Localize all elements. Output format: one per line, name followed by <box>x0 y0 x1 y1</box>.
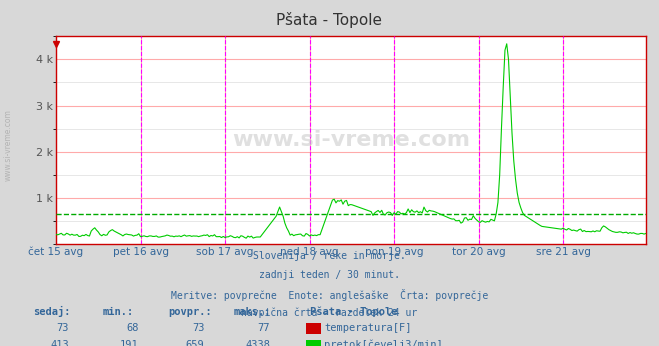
Text: sedaj:: sedaj: <box>33 306 71 317</box>
Text: min.:: min.: <box>102 307 133 317</box>
Text: 73: 73 <box>192 324 204 334</box>
Text: 68: 68 <box>126 324 138 334</box>
Text: zadnji teden / 30 minut.: zadnji teden / 30 minut. <box>259 270 400 280</box>
Text: Pšata - Topole: Pšata - Topole <box>277 12 382 28</box>
Text: www.si-vreme.com: www.si-vreme.com <box>232 130 470 150</box>
Text: 73: 73 <box>57 324 69 334</box>
Text: temperatura[F]: temperatura[F] <box>324 324 412 334</box>
Text: 413: 413 <box>51 340 69 346</box>
Text: 77: 77 <box>258 324 270 334</box>
Text: 191: 191 <box>120 340 138 346</box>
Text: povpr.:: povpr.: <box>168 307 212 317</box>
Text: Meritve: povprečne  Enote: anglešaške  Črta: povprečje: Meritve: povprečne Enote: anglešaške Črt… <box>171 289 488 301</box>
Text: Slovenija / reke in morje.: Slovenija / reke in morje. <box>253 251 406 261</box>
Text: navpična črta - razdelek 24 ur: navpična črta - razdelek 24 ur <box>241 308 418 318</box>
Text: maks.:: maks.: <box>234 307 272 317</box>
Text: Pšata - Topole: Pšata - Topole <box>310 306 397 317</box>
Text: 659: 659 <box>186 340 204 346</box>
Text: www.si-vreme.com: www.si-vreme.com <box>3 109 13 181</box>
Text: 4338: 4338 <box>245 340 270 346</box>
Text: pretok[čevelj3/min]: pretok[čevelj3/min] <box>324 339 443 346</box>
